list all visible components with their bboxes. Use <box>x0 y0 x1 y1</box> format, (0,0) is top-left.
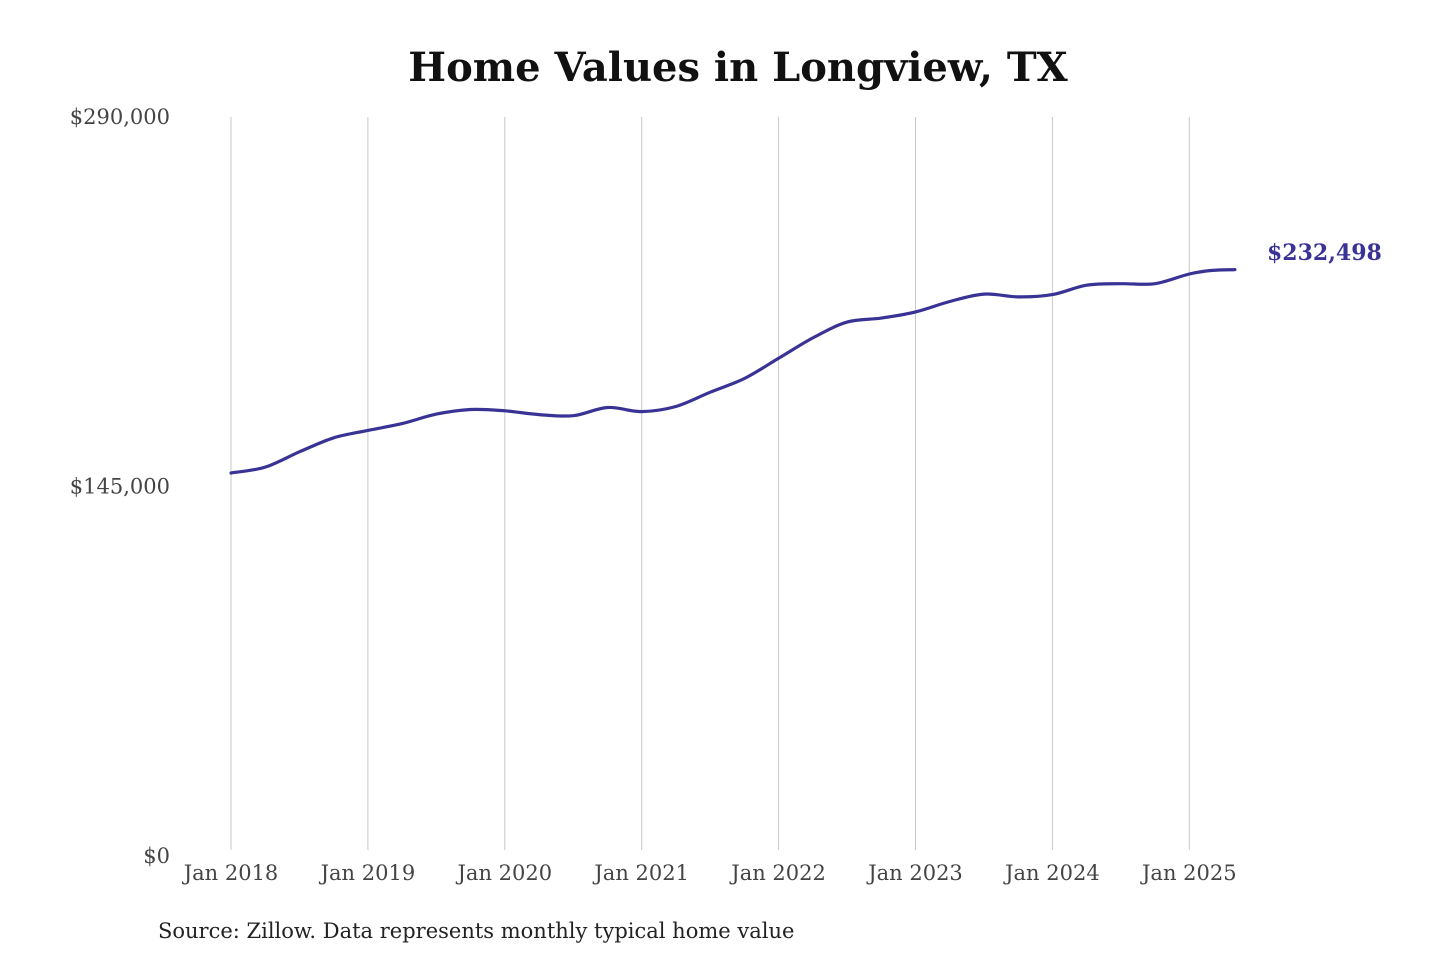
x-tick-label: Jan 2025 <box>1140 861 1237 885</box>
x-axis-ticks: Jan 2018 Jan 2019 Jan 2020 Jan 2021 Jan 2022… <box>182 861 1237 885</box>
x-tick-label: Jan 2022 <box>729 861 826 885</box>
y-tick-label: $0 <box>143 844 170 868</box>
gridlines <box>230 117 1190 850</box>
x-tick-label: Jan 2019 <box>319 861 416 885</box>
x-tick-label: Jan 2021 <box>592 861 689 885</box>
y-tick-label: $145,000 <box>70 475 170 499</box>
x-tick-label: Jan 2020 <box>456 861 553 885</box>
x-tick-label: Jan 2018 <box>182 861 279 885</box>
chart-title: Home Values in Longview, TX <box>408 44 1067 91</box>
y-axis-ticks: $0 $145,000 $290,000 <box>70 105 170 868</box>
x-tick-label: Jan 2024 <box>1003 861 1100 885</box>
y-tick-label: $290,000 <box>70 105 170 129</box>
source-note: Source: Zillow. Data represents monthly … <box>158 919 794 943</box>
series-line <box>229 268 1237 475</box>
end-value-label: $232,498 <box>1267 240 1382 266</box>
x-tick-label: Jan 2023 <box>866 861 963 885</box>
